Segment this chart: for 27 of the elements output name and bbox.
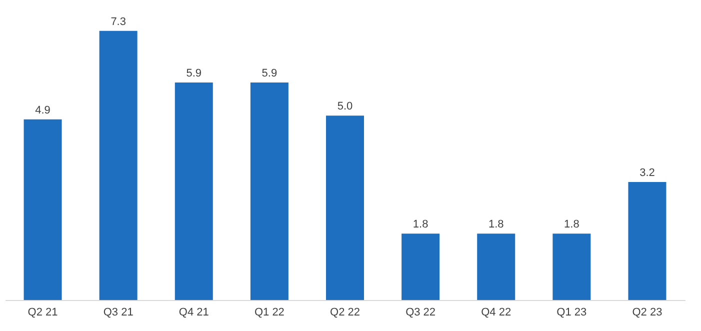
x-tick-label: Q1 23 [556,306,587,318]
data-label: 5.0 [337,100,353,113]
data-label: 1.8 [488,218,504,231]
data-label: 4.9 [35,104,50,116]
x-tick-label: Q3 22 [406,306,436,318]
data-label: 3.2 [640,167,655,179]
bar [552,234,591,300]
x-tick-label: Q3 21 [103,306,134,318]
x-tick-label: Q4 22 [481,306,512,318]
bar [326,116,364,300]
x-tick-label: Q2 22 [330,306,360,318]
x-tick-label: Q2 23 [632,306,662,318]
bar [402,234,440,300]
data-label: 1.8 [412,218,428,231]
bar [477,234,516,300]
data-label: 5.9 [262,67,278,80]
bar [174,82,213,300]
x-tick-label: Q4 21 [178,306,209,318]
bar [250,82,288,300]
bar [99,30,138,300]
data-label: 1.8 [564,218,580,231]
x-tick-label: Q2 21 [28,306,58,318]
bar [628,182,666,300]
data-label: 7.3 [110,16,126,28]
x-tick-label: Q1 22 [254,306,284,318]
bar [24,119,62,300]
data-label: 5.9 [186,67,202,80]
